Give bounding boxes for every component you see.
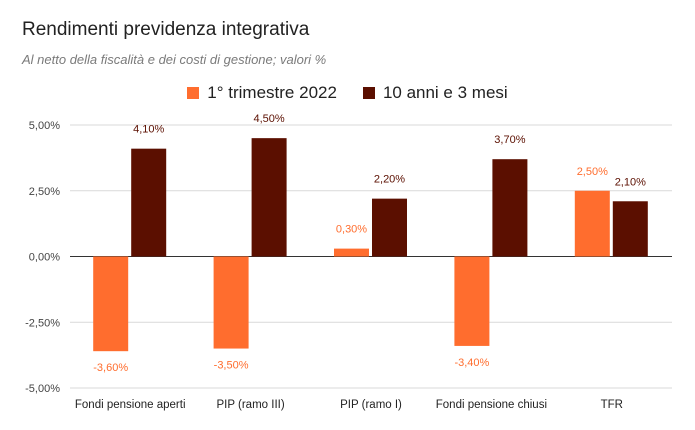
x-category-label-3: Fondi pensione chiusi	[436, 399, 547, 411]
bar-series-2-4	[612, 201, 648, 257]
legend-swatch-series-1	[187, 87, 200, 99]
x-category-label-4: TFR	[601, 399, 623, 411]
data-label-series-2-2: 2,20%	[374, 174, 405, 186]
legend-item-series-2: 10 anni e 3 mesi	[362, 83, 508, 103]
data-label-series-2-3: 3,70%	[494, 134, 525, 146]
data-label-series-2-0: 4,10%	[133, 124, 164, 136]
bar-series-2-0	[131, 148, 167, 257]
x-category-label-0: Fondi pensione aperti	[75, 399, 186, 411]
data-label-series-1-2: 0,30%	[336, 224, 367, 236]
x-category-label-2: PIP (ramo I)	[340, 399, 402, 411]
chart-subtitle: Al netto della fiscalità e dei costi di …	[22, 52, 327, 67]
data-label-series-1-4: 2,50%	[577, 166, 608, 178]
legend-swatch-series-2	[362, 87, 375, 99]
y-tick-label-0: 5,00%	[29, 120, 60, 132]
legend-label-series-1: 1° trimestre 2022	[207, 83, 337, 102]
bar-series-1-1	[213, 256, 249, 349]
bar-series-2-2	[372, 198, 407, 257]
data-label-series-1-1: -3,50%	[214, 360, 249, 372]
y-tick-label-4: -5,00%	[25, 383, 60, 395]
legend-item-series-1: 1° trimestre 2022	[187, 83, 337, 103]
legend: 1° trimestre 2022 10 anni e 3 mesi	[0, 83, 695, 103]
y-tick-label-3: -2,50%	[25, 317, 60, 329]
data-label-series-2-4: 2,10%	[615, 176, 646, 188]
legend-label-series-2: 10 anni e 3 mesi	[382, 83, 508, 102]
y-tick-label-1: 2,50%	[29, 186, 60, 198]
data-label-series-1-0: -3,60%	[93, 362, 128, 374]
bar-series-2-3	[492, 159, 528, 257]
x-category-label-1: PIP (ramo III)	[217, 399, 285, 411]
bar-series-1-4	[574, 190, 610, 257]
bar-series-2-1	[251, 138, 287, 257]
data-label-series-2-1: 4,50%	[253, 113, 284, 125]
bar-series-1-0	[93, 256, 129, 352]
chart-title: Rendimenti previdenza integrativa	[22, 19, 310, 40]
y-tick-label-2: 0,00%	[29, 252, 60, 264]
data-label-series-1-3: -3,40%	[454, 357, 489, 369]
bar-series-1-2	[334, 248, 369, 257]
bar-series-1-3	[454, 256, 490, 346]
